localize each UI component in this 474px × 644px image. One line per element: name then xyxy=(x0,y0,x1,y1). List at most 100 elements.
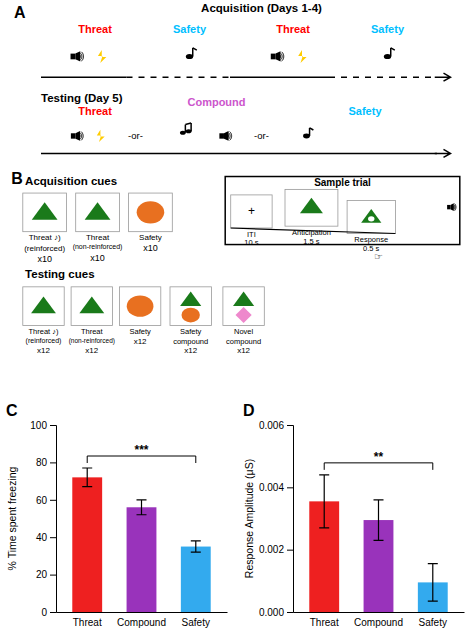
y-tick-label: 40 xyxy=(36,532,48,543)
annotation: x10 xyxy=(90,253,105,263)
panel-a: Acquisition (Days 1-4)AThreatSafetyThrea… xyxy=(14,2,451,157)
annotation: Novel xyxy=(234,327,254,336)
annotation: 10 s xyxy=(244,238,258,247)
y-tick-label: 0.006 xyxy=(259,420,284,431)
x-tick-label: Compound xyxy=(117,617,166,628)
annotation: Threat xyxy=(276,23,310,35)
annotation: (non-reinforced) xyxy=(69,337,115,345)
speaker-body xyxy=(219,133,224,138)
note-flag xyxy=(193,48,197,50)
timeline xyxy=(41,76,127,78)
annotation: Response xyxy=(354,235,388,244)
speaker-body xyxy=(71,54,76,60)
annotation: x10 xyxy=(37,254,52,264)
y-tick-mark xyxy=(50,462,56,463)
y-tick: 80 xyxy=(36,457,56,468)
triangle-cue xyxy=(180,292,201,306)
annotation: Sample trial xyxy=(314,177,371,188)
response-box xyxy=(347,200,395,233)
plot-area xyxy=(309,475,447,612)
triangle-cue xyxy=(31,296,56,313)
annotation: x12 xyxy=(134,337,147,346)
x-tick: Threat xyxy=(310,617,339,628)
note-stem xyxy=(192,48,194,57)
sound-wave xyxy=(453,205,455,210)
annotation: ☞ xyxy=(374,251,383,262)
y-tick-mark xyxy=(50,537,56,538)
cue-box xyxy=(23,193,67,232)
annotation: Testing (Day 5) xyxy=(41,92,123,104)
timeline xyxy=(329,76,437,78)
iti-box xyxy=(231,195,272,228)
x-axis-line xyxy=(294,612,465,613)
error-bar xyxy=(374,500,384,541)
cue-box xyxy=(23,287,64,326)
lightning xyxy=(97,130,105,142)
annotation: Acquisition cues xyxy=(25,175,117,187)
annotation: x10 xyxy=(143,243,158,253)
y-tick-label: 100 xyxy=(30,420,47,431)
cue-box xyxy=(170,287,211,326)
timeline-arrow xyxy=(435,73,451,81)
triangle-cue xyxy=(79,296,104,313)
annotation: B xyxy=(11,170,23,187)
sound-wave xyxy=(227,134,229,138)
anticipation-box xyxy=(285,189,338,226)
bar xyxy=(127,507,157,612)
error-bar xyxy=(82,468,92,487)
annotation: (reinforced) xyxy=(24,244,65,253)
speaker-cone xyxy=(75,51,80,61)
annotation: -or- xyxy=(128,130,143,141)
timeline-arrow xyxy=(435,149,451,157)
lightning xyxy=(98,50,106,63)
y-tick: 20 xyxy=(36,569,56,580)
significance-bracket xyxy=(87,456,196,463)
y-tick-mark xyxy=(287,487,293,488)
x-tick-label: Compound xyxy=(354,617,403,628)
speaker-cone xyxy=(75,131,80,141)
annotation: Safety xyxy=(173,23,207,35)
sound-wave xyxy=(455,204,456,211)
annotation: (non-reinforced) xyxy=(73,243,123,251)
error-bar xyxy=(428,564,438,601)
error-bar xyxy=(319,475,329,528)
significance-label: *** xyxy=(134,443,148,457)
error-bar xyxy=(137,500,147,515)
y-tick-label: 0.000 xyxy=(259,607,284,618)
timeline xyxy=(230,76,329,78)
sound-wave xyxy=(230,132,232,141)
speaker-cone xyxy=(276,51,281,61)
sound-wave xyxy=(281,53,282,60)
cue-box xyxy=(119,287,160,326)
y-tick: 0.004 xyxy=(259,482,293,493)
annotation: ITI xyxy=(247,230,256,239)
figure: Acquisition (Days 1-4)AThreatSafetyThrea… xyxy=(0,0,474,644)
trial-box xyxy=(225,177,460,245)
y-tick: 0.000 xyxy=(259,607,293,618)
x-axis: Threat Compound Safety xyxy=(294,613,465,629)
y-axis: 020406080100 xyxy=(30,420,56,618)
annotation: Compound xyxy=(187,96,245,108)
diamond-cue xyxy=(236,307,252,323)
y-tick-label: 0.002 xyxy=(259,544,284,555)
speaker-body xyxy=(271,54,276,60)
bar xyxy=(181,547,211,612)
annotation: x12 xyxy=(85,346,98,355)
cue-box xyxy=(71,287,112,326)
note-stem xyxy=(390,48,392,57)
x-tick: Compound xyxy=(117,617,166,628)
y-tick-label: 20 xyxy=(36,569,48,580)
x-tick: Safety xyxy=(419,617,447,628)
sound-wave xyxy=(279,54,281,58)
significance-label: ** xyxy=(374,450,384,464)
x-tick-label: Threat xyxy=(73,617,102,628)
y-axis-line xyxy=(50,426,57,613)
sound-wave xyxy=(80,133,81,139)
annotation: compound xyxy=(173,337,208,346)
sound-wave xyxy=(282,52,284,61)
timeline xyxy=(127,76,231,78)
annotation: compound xyxy=(226,337,261,346)
annotation: Testing cues xyxy=(25,268,94,280)
y-tick: 60 xyxy=(36,495,56,506)
y-tick-mark xyxy=(287,612,293,613)
